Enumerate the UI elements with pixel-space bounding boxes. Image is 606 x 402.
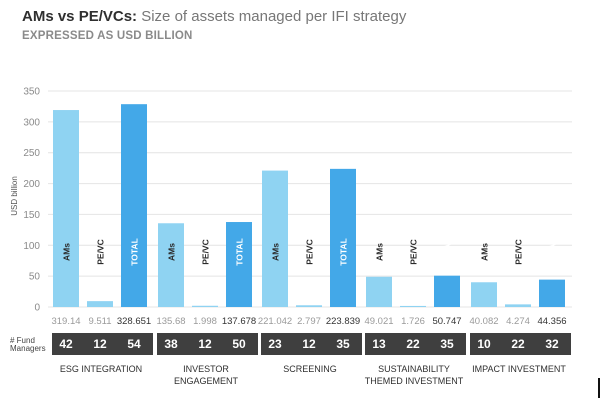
bar-series-label: TOTAL <box>130 238 140 266</box>
bar-total <box>539 279 565 307</box>
y-tick-label: 50 <box>29 272 41 283</box>
bar-series-label: AMs <box>480 243 490 261</box>
y-axis-label: USD billion <box>10 176 19 216</box>
category-label: SUSTAINABILITY THEMED INVESTMENT <box>365 364 464 386</box>
bar-value-label: 221.042 <box>258 316 292 327</box>
bar-pevc <box>505 304 531 307</box>
bar-series-label: PE/VC <box>201 239 211 265</box>
bar-pevc <box>400 305 426 307</box>
fund-managers-count: 13 <box>372 337 386 351</box>
bar-value-label: 50.747 <box>432 316 461 327</box>
fund-managers-count: 54 <box>127 337 141 351</box>
chart-title-bold: AMs vs PE/VCs: <box>22 8 138 25</box>
fund-managers-box <box>365 333 466 355</box>
bar-value-label: 328.651 <box>117 316 151 327</box>
y-tick-label: 200 <box>23 179 40 190</box>
y-tick-label: 300 <box>23 117 40 128</box>
bar-series-label: TOTAL <box>548 238 558 266</box>
bar-value-label: 137.678 <box>222 316 256 327</box>
fund-managers-count: 10 <box>477 337 491 351</box>
fund-managers-count: 42 <box>59 337 73 351</box>
y-tick-label: 150 <box>23 210 40 221</box>
fund-managers-count: 12 <box>93 337 107 351</box>
bar-ams <box>158 223 184 307</box>
bar-series-label: AMs <box>62 243 72 261</box>
fund-managers-label: # Fund Managers <box>10 336 46 353</box>
fund-managers-box <box>470 333 571 355</box>
category-label: IMPACT INVESTMENT <box>472 364 566 374</box>
category-label: SCREENING <box>283 364 337 374</box>
bar-ams <box>53 110 79 307</box>
bar-series-label: AMs <box>375 243 385 261</box>
fund-managers-count: 23 <box>268 337 282 351</box>
bar-ams <box>471 282 497 307</box>
chart-subtitle: EXPRESSED AS USD BILLION <box>22 30 193 42</box>
fund-managers-count: 38 <box>164 337 178 351</box>
bar-series-label: TOTAL <box>443 238 453 266</box>
bar-series-label: AMs <box>271 243 281 261</box>
fund-managers-count: 22 <box>511 337 525 351</box>
fund-managers-box <box>261 333 362 355</box>
bar-value-label: 1.998 <box>193 316 217 327</box>
bar-total <box>434 275 460 307</box>
bar-series-label: PE/VC <box>409 239 419 265</box>
fund-managers-count: 32 <box>545 337 559 351</box>
fund-managers-count: 50 <box>232 337 246 351</box>
bar-pevc <box>296 305 322 307</box>
fund-managers-count: 35 <box>440 337 454 351</box>
bar-value-label: 44.356 <box>537 316 566 327</box>
fund-managers-count: 22 <box>406 337 420 351</box>
fund-managers-count: 12 <box>302 337 316 351</box>
fund-managers-count: 35 <box>336 337 350 351</box>
bar-value-label: 4.274 <box>506 316 530 327</box>
bar-ams <box>366 276 392 307</box>
fund-managers-box <box>157 333 258 355</box>
bar-value-label: 223.839 <box>326 316 360 327</box>
bar-value-label: 319.14 <box>51 316 80 327</box>
bar-series-label: AMs <box>167 243 177 261</box>
bar-pevc <box>87 301 113 307</box>
bar-value-label: 49.021 <box>364 316 393 327</box>
bar-value-label: 1.726 <box>401 316 425 327</box>
bar-total <box>330 168 356 307</box>
bar-series-label: PE/VC <box>514 239 524 265</box>
bar-total <box>226 222 252 307</box>
bar-series-label: PE/VC <box>305 239 315 265</box>
bar-series-label: TOTAL <box>235 238 245 266</box>
y-tick-label: 0 <box>34 303 40 314</box>
bar-pevc <box>192 305 218 307</box>
bar-series-label: TOTAL <box>339 238 349 266</box>
bar-value-label: 40.082 <box>469 316 498 327</box>
chart-title: AMs vs PE/VCs: Size of assets managed pe… <box>22 8 406 25</box>
bar-value-label: 135.68 <box>156 316 185 327</box>
category-label: ESG INTEGRATION <box>60 364 142 374</box>
bar-ams <box>262 170 288 307</box>
chart-title-rest: Size of assets managed per IFI strategy <box>141 8 407 25</box>
y-tick-label: 250 <box>23 148 40 159</box>
bar-value-label: 9.511 <box>88 316 111 327</box>
bar-series-label: PE/VC <box>96 239 106 265</box>
bar-value-label: 2.797 <box>297 316 321 327</box>
fund-managers-box <box>52 333 153 355</box>
y-tick-label: 350 <box>23 87 40 98</box>
category-label: INVESTOR ENGAGEMENT <box>174 364 239 386</box>
fund-managers-count: 12 <box>198 337 212 351</box>
bar-total <box>121 104 147 307</box>
text-cursor <box>598 378 600 398</box>
y-tick-label: 100 <box>23 241 40 252</box>
